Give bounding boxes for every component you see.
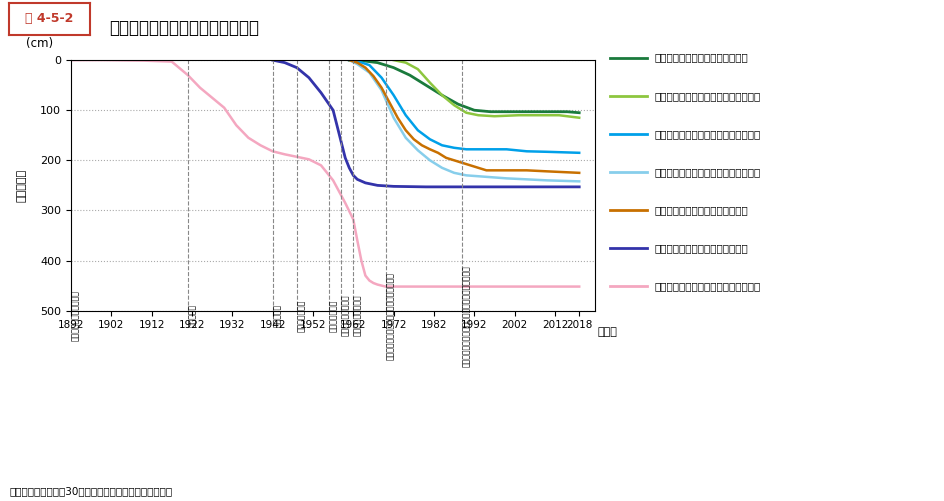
Text: 濃尾平野（三重県桑名市長島町白鶏）: 濃尾平野（三重県桑名市長島町白鶏） [654,167,760,177]
Text: 筑後・佐賀平野（佐賀県白石町遠江）: 筑後・佐賀平野（佐賀県白石町遠江） [654,91,760,101]
Text: 図 4-5-2: 図 4-5-2 [25,13,74,25]
Text: 代表的地域の地盤沈下の経年変化: 代表的地域の地盤沈下の経年変化 [109,19,259,37]
Text: 九十九里平野（千葉県茂原市南吉田）: 九十九里平野（千葉県茂原市南吉田） [654,129,760,139]
Text: 各地で深井戸掘削始まる: 各地で深井戸掘削始まる [71,290,80,341]
Text: 西暦年: 西暦年 [598,327,617,337]
Text: 工業用水法制定: 工業用水法制定 [296,300,306,332]
Text: ビル用水法制定: ビル用水法制定 [329,300,338,332]
Text: 関東平野（埼玉県越谷市弥栄町）: 関東平野（埼玉県越谷市弥栄町） [654,205,748,215]
Text: 関東大震災: 関東大震災 [188,304,196,327]
Text: 累積沈下量: 累積沈下量 [16,169,26,202]
Text: 公害対策基本法制定: 公害対策基本法制定 [341,295,350,337]
Text: 大阪平野（大阪市西淀川区百島）: 大阪平野（大阪市西淀川区百島） [654,243,748,253]
Text: 関東平野北部地盤沈下防止等対策要綱策定: 関東平野北部地盤沈下防止等対策要綱策定 [385,272,395,360]
Text: (cm): (cm) [26,37,54,50]
Text: 資料：環境省「平成30年度全国の地盤沈下地域の概況」: 資料：環境省「平成30年度全国の地盤沈下地域の概況」 [9,486,173,496]
Text: 防止等対策要綱策定: 防止等対策要綱策定 [353,295,362,337]
Text: 筑後・佐賀平野（地盤沈下）防止等対策要綱策定: 筑後・佐賀平野（地盤沈下）防止等対策要綱策定 [462,265,471,367]
Text: 南魚沼（新潟県南魚沼市六日町）: 南魚沼（新潟県南魚沼市六日町） [654,53,748,63]
Text: 太平洋戦争: 太平洋戦争 [272,304,281,327]
Text: 関東平野（東京都江東区亀戸７丁目）: 関東平野（東京都江東区亀戸７丁目） [654,281,760,291]
